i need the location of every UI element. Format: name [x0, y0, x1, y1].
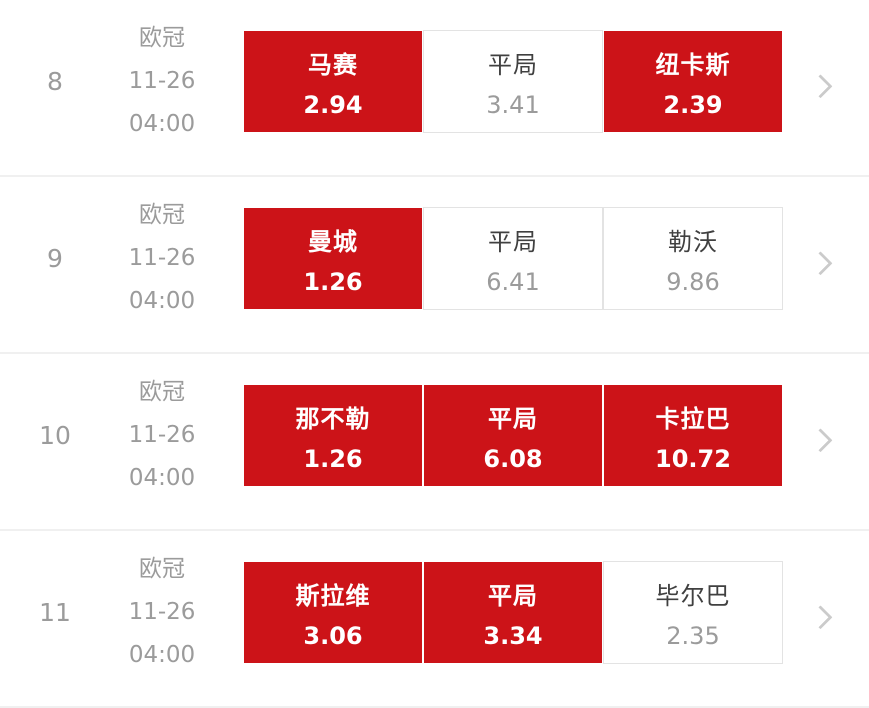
odds-value: 2.39 — [663, 90, 723, 119]
team-label: 毕尔巴 — [655, 581, 731, 610]
match-meta: 欧冠 11-26 04:00 — [110, 548, 214, 677]
odds-cells: 那不勒 1.26 平局 6.08 卡拉巴 10.72 — [243, 384, 783, 487]
match-meta: 欧冠 11-26 04:00 — [110, 17, 214, 146]
odds-cell-home[interactable]: 曼城 1.26 — [243, 207, 423, 310]
match-date: 11-26 — [128, 245, 196, 271]
draw-label: 平局 — [488, 581, 538, 610]
chevron-right-icon[interactable] — [808, 250, 833, 275]
team-label: 曼城 — [308, 227, 358, 256]
odds-cell-away[interactable]: 毕尔巴 2.35 — [603, 561, 783, 664]
match-number: 11 — [39, 598, 71, 627]
league-label: 欧冠 — [139, 25, 185, 51]
league-label: 欧冠 — [139, 379, 185, 405]
odds-cell-draw[interactable]: 平局 3.41 — [423, 30, 603, 133]
odds-cells: 马赛 2.94 平局 3.41 纽卡斯 2.39 — [243, 30, 783, 133]
draw-label: 平局 — [488, 404, 538, 433]
match-row-11: 11 欧冠 11-26 04:00 斯拉维 3.06 平局 3.34 毕尔巴 2… — [0, 531, 869, 708]
team-label: 那不勒 — [295, 404, 371, 433]
team-label: 马赛 — [308, 50, 358, 79]
odds-cell-away[interactable]: 卡拉巴 10.72 — [603, 384, 783, 487]
odds-value: 6.41 — [486, 267, 540, 296]
chevron-right-icon[interactable] — [808, 427, 833, 452]
odds-value: 1.26 — [303, 444, 363, 473]
match-number: 8 — [47, 67, 63, 96]
odds-cell-draw[interactable]: 平局 6.08 — [423, 384, 603, 487]
match-date: 11-26 — [128, 422, 196, 448]
odds-value: 3.06 — [303, 621, 363, 650]
match-time: 04:00 — [128, 642, 196, 668]
odds-cell-draw[interactable]: 平局 6.41 — [423, 207, 603, 310]
odds-cell-home[interactable]: 马赛 2.94 — [243, 30, 423, 133]
odds-cell-home[interactable]: 那不勒 1.26 — [243, 384, 423, 487]
odds-cells: 斯拉维 3.06 平局 3.34 毕尔巴 2.35 — [243, 561, 783, 664]
chevron-right-icon[interactable] — [808, 604, 833, 629]
odds-value: 3.34 — [483, 621, 543, 650]
odds-value: 3.41 — [486, 90, 540, 119]
match-date: 11-26 — [128, 68, 196, 94]
odds-cell-away[interactable]: 勒沃 9.86 — [603, 207, 783, 310]
match-meta: 欧冠 11-26 04:00 — [110, 194, 214, 323]
match-time: 04:00 — [128, 465, 196, 491]
odds-value: 2.35 — [666, 621, 720, 650]
odds-cell-home[interactable]: 斯拉维 3.06 — [243, 561, 423, 664]
match-row-8: 8 欧冠 11-26 04:00 马赛 2.94 平局 3.41 纽卡斯 2.3… — [0, 0, 869, 177]
match-number: 10 — [39, 421, 71, 450]
odds-value: 10.72 — [655, 444, 731, 473]
odds-cell-draw[interactable]: 平局 3.34 — [423, 561, 603, 664]
odds-value: 9.86 — [666, 267, 720, 296]
match-time: 04:00 — [128, 111, 196, 137]
team-label: 勒沃 — [668, 227, 718, 256]
match-date: 11-26 — [128, 599, 196, 625]
match-number: 9 — [47, 244, 63, 273]
match-row-10: 10 欧冠 11-26 04:00 那不勒 1.26 平局 6.08 卡拉巴 1… — [0, 354, 869, 531]
league-label: 欧冠 — [139, 556, 185, 582]
team-label: 卡拉巴 — [655, 404, 731, 433]
league-label: 欧冠 — [139, 202, 185, 228]
draw-label: 平局 — [488, 227, 538, 256]
team-label: 纽卡斯 — [655, 50, 731, 79]
odds-value: 2.94 — [303, 90, 363, 119]
match-row-9: 9 欧冠 11-26 04:00 曼城 1.26 平局 6.41 勒沃 9.86 — [0, 177, 869, 354]
chevron-right-icon[interactable] — [808, 73, 833, 98]
match-time: 04:00 — [128, 288, 196, 314]
odds-cells: 曼城 1.26 平局 6.41 勒沃 9.86 — [243, 207, 783, 310]
odds-value: 1.26 — [303, 267, 363, 296]
match-meta: 欧冠 11-26 04:00 — [110, 371, 214, 500]
odds-cell-away[interactable]: 纽卡斯 2.39 — [603, 30, 783, 133]
team-label: 斯拉维 — [295, 581, 371, 610]
draw-label: 平局 — [488, 50, 538, 79]
odds-value: 6.08 — [483, 444, 543, 473]
